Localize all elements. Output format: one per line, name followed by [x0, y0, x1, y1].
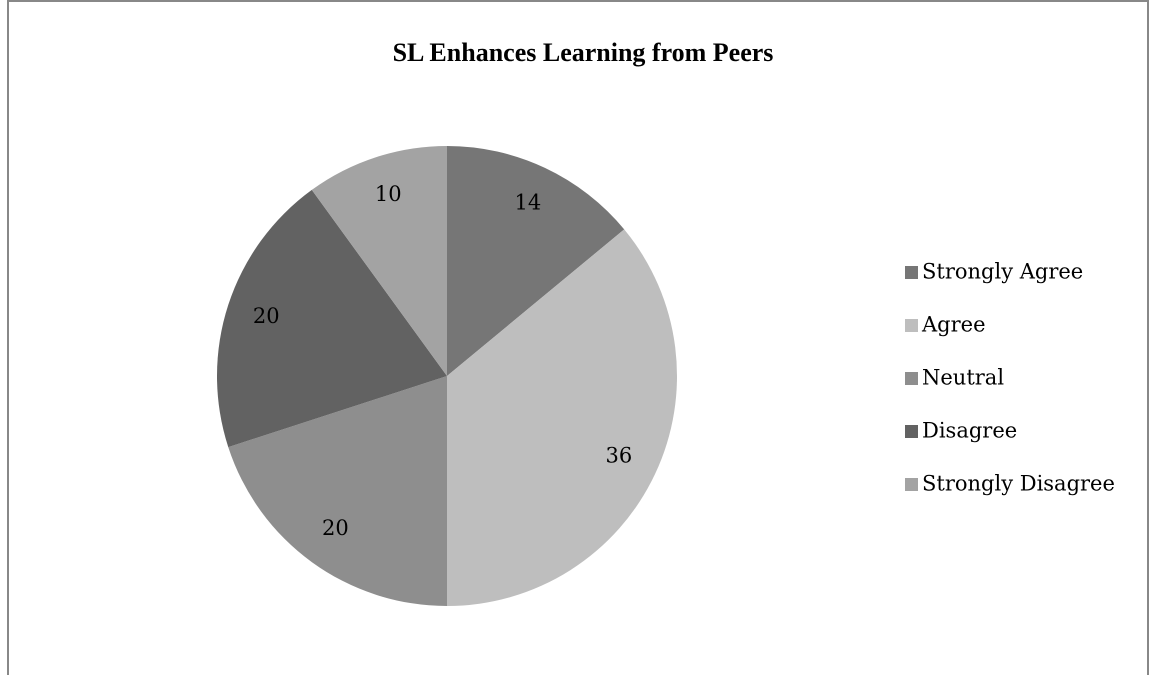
pie-slice: [228, 376, 447, 606]
pie-slice: [311, 146, 447, 376]
legend-swatch: [905, 478, 918, 491]
pie-slice: [447, 146, 625, 376]
legend-label: Neutral: [922, 366, 1004, 390]
chart-title: SL Enhances Learning from Peers: [393, 38, 774, 67]
data-label: 36: [606, 443, 633, 467]
legend-swatch: [905, 372, 918, 385]
data-label: 10: [375, 182, 402, 206]
data-label: 14: [515, 191, 542, 215]
legend-swatch: [905, 266, 918, 279]
legend-swatch: [905, 425, 918, 438]
legend-label: Disagree: [922, 419, 1017, 443]
pie-slice: [447, 229, 677, 606]
pie-slice: [217, 189, 447, 448]
data-label: 20: [253, 304, 280, 328]
legend-label: Strongly Agree: [922, 260, 1083, 284]
legend-label: Strongly Disagree: [922, 472, 1115, 496]
legend-swatch: [905, 319, 918, 332]
legend-label: Agree: [921, 313, 986, 337]
data-label: 20: [322, 516, 349, 540]
